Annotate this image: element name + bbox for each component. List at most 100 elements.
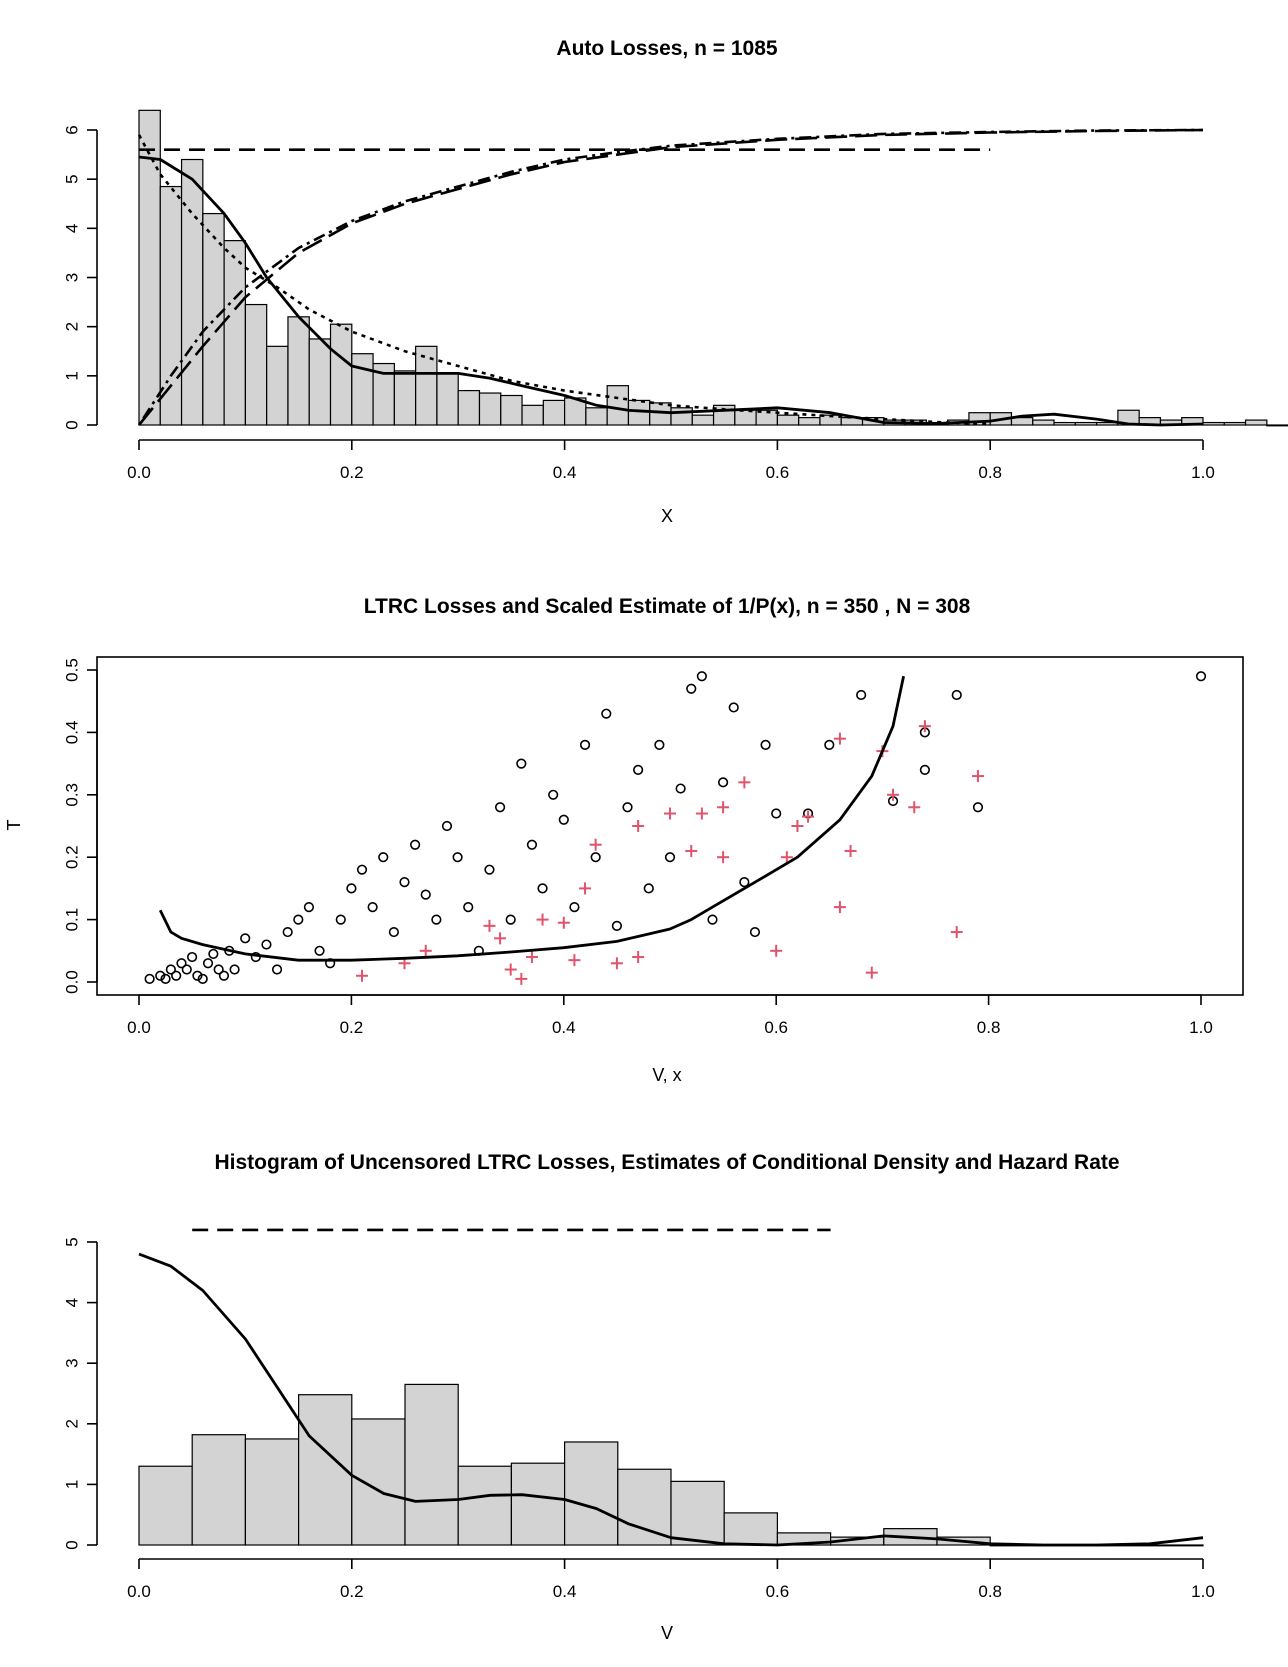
histogram-bar <box>329 323 353 426</box>
uncensored-point <box>643 883 654 894</box>
censored-point <box>971 770 984 783</box>
uncensored-point <box>192 970 203 981</box>
uncensored-point <box>717 777 729 788</box>
censored-point <box>738 776 751 789</box>
uncensored-point <box>378 852 389 863</box>
censored-point <box>717 801 730 814</box>
uncensored-point <box>516 758 527 769</box>
uncensored-point <box>654 739 665 750</box>
x-tick-label: 0.4 <box>553 1582 577 1601</box>
uncensored-point <box>202 958 214 969</box>
uncensored-point <box>356 864 368 875</box>
uncensored-point <box>213 964 224 975</box>
censored-point <box>865 966 878 979</box>
uncensored-point <box>441 820 453 832</box>
uncensored-point <box>739 877 750 888</box>
uncensored-point <box>484 864 495 875</box>
uncensored-point <box>346 883 357 894</box>
histogram-bar <box>670 407 693 426</box>
x-tick-label: 0.6 <box>766 1582 790 1601</box>
censored-point <box>770 944 783 957</box>
y-tick-label: 0.3 <box>62 783 81 807</box>
uncensored-point <box>760 739 771 750</box>
y-tick-label: 0.5 <box>62 658 81 682</box>
histogram-bar <box>670 1480 725 1546</box>
histogram-bar <box>457 1465 513 1546</box>
histogram-bar <box>542 399 566 426</box>
histogram-bar <box>649 402 672 426</box>
uncensored-point <box>771 808 782 819</box>
uncensored-point <box>919 764 930 775</box>
histogram-bar <box>1149 1544 1204 1547</box>
censored-point <box>579 882 592 895</box>
y-tick-label: 3 <box>62 273 81 282</box>
censored-point <box>833 732 846 745</box>
x-tick-label: 0.4 <box>552 1018 576 1037</box>
uncensored-point <box>951 689 962 701</box>
chart-title: LTRC Losses and Scaled Estimate of 1/P(x… <box>364 595 971 618</box>
histogram-bar <box>478 392 502 426</box>
uncensored-point <box>664 852 676 863</box>
uncensored-point <box>686 683 697 694</box>
x-tick-label: 0.0 <box>127 1018 151 1037</box>
uncensored-point <box>240 933 251 944</box>
histogram-bar <box>585 407 608 426</box>
x-tick-label: 1.0 <box>1189 1018 1213 1037</box>
histogram-bar <box>287 316 310 426</box>
censored-point <box>632 820 645 832</box>
censored-point <box>483 919 496 932</box>
panel-ltrc-scatter: LTRC Losses and Scaled Estimate of 1/P(x… <box>4 595 1244 1085</box>
y-tick-label: 3 <box>62 1358 81 1367</box>
uncensored-point <box>728 702 739 713</box>
x-tick-label: 1.0 <box>1191 1582 1215 1601</box>
histogram-bar <box>1010 417 1034 426</box>
y-tick-label: 6 <box>62 125 81 134</box>
series-line-solid <box>158 675 905 962</box>
uncensored-point <box>707 914 718 925</box>
axes: 0.0 0.2 0.4 0.6 0.8 1.0 0 1 2 3 4 5 6 <box>62 125 1214 482</box>
uncensored-point <box>548 789 559 800</box>
uncensored-point <box>1195 671 1207 682</box>
chart-title: Histogram of Uncensored LTRC Losses, Est… <box>214 1151 1119 1174</box>
censored-point <box>610 957 623 970</box>
histogram-bar <box>1053 421 1076 426</box>
uncensored-point <box>590 852 601 863</box>
series-line-solid <box>138 1252 1204 1547</box>
histogram-bar <box>457 389 481 426</box>
censored-point <box>536 913 549 926</box>
histogram-bar <box>244 303 268 426</box>
uncensored-point <box>463 902 474 913</box>
censored-point <box>844 844 857 857</box>
histogram-bar <box>691 414 715 426</box>
y-tick-label: 0 <box>62 420 81 429</box>
uncensored-point <box>569 902 580 913</box>
censored-point <box>356 969 369 982</box>
histogram-bar <box>1074 421 1098 426</box>
y-tick-label: 0.0 <box>62 970 81 994</box>
x-tick-label: 0.8 <box>977 1018 1001 1037</box>
axes: 0.0 0.2 0.4 0.6 0.8 1.0 0.0 0.1 0.2 0.3 0.4 0.5 <box>62 658 1212 1037</box>
histogram-bar <box>563 1441 619 1546</box>
y-tick-label: 0.4 <box>62 721 81 745</box>
uncensored-point <box>749 926 761 938</box>
censored-point <box>525 951 538 964</box>
histogram-bars <box>138 109 1288 427</box>
censored-point <box>950 926 963 939</box>
y-tick-label: 4 <box>62 224 81 233</box>
histogram-bar <box>223 240 246 426</box>
censored-point <box>695 807 708 820</box>
histogram-bar <box>500 394 523 426</box>
curves <box>158 675 905 962</box>
uncensored-point <box>675 783 686 794</box>
uncensored-point <box>197 973 208 984</box>
axes: 0.0 0.2 0.4 0.6 0.8 1.0 0 1 2 3 4 5 <box>62 1237 1214 1601</box>
uncensored-point <box>601 708 612 719</box>
uncensored-point <box>165 964 176 975</box>
uncensored-point <box>160 973 171 984</box>
x-tick-label: 0.6 <box>766 463 790 482</box>
y-tick-label: 0.1 <box>62 908 81 932</box>
y-tick-label: 0.2 <box>62 845 81 869</box>
uncensored-point <box>622 802 633 813</box>
histogram-bar <box>393 370 417 426</box>
